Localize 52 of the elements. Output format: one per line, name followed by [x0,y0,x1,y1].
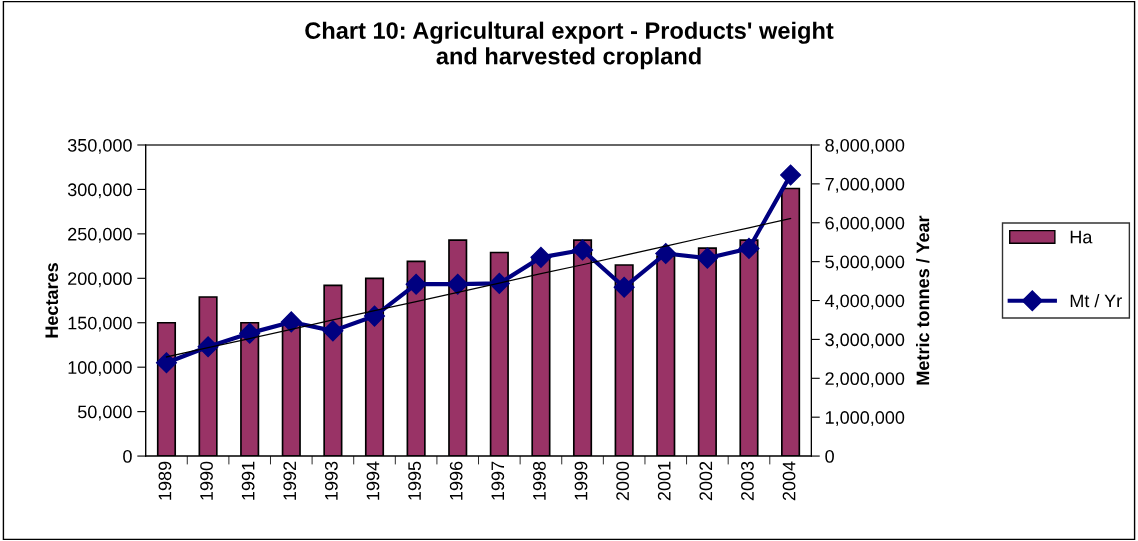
point [655,242,677,264]
y2-axis-title: Metric tonnes / Year [916,215,930,385]
y-tick-label: 200,000 [68,272,132,288]
y2-tick-label: 7,000,000 [825,177,905,193]
x-tick-label: 1994 [366,461,380,500]
y-tick-label: 300,000 [67,183,132,199]
point [322,320,344,342]
x-tick-label: 1992 [283,461,297,500]
y-tick-label: 150,000 [68,316,132,332]
x-tick-label: 1993 [324,461,338,500]
y2-tick-label: 1,000,000 [825,411,905,427]
y2-tick-label: 3,000,000 [825,333,905,349]
y2-tick-label: 8,000,000 [825,138,905,154]
chart-title: Chart 10: Agricultural export - Products' weight and harvested cropland [305,21,834,70]
y2-tick-label: 2,000,000 [825,372,905,388]
y-tick-label: 250,000 [68,227,132,243]
x-tick-label: 2000 [616,461,629,501]
y-tick-label: 100,000 [68,361,132,377]
point [530,246,552,268]
point [447,273,469,295]
x-tick-label: 2003 [741,461,754,501]
y2-tick-label: 5,000,000 [825,255,905,271]
point [613,276,635,298]
legend-label: Mt / Yr [1070,293,1122,308]
y2-tick-label: 6,000,000 [825,216,905,232]
x-tick-label: 2001 [657,461,671,501]
x-tick-label: 1991 [241,461,255,500]
point [155,352,177,374]
point [738,237,760,259]
point [280,311,302,333]
x-tick-label: 1999 [574,461,588,500]
x-tick-label: 1998 [533,461,546,500]
x-tick-label: 1995 [408,461,421,500]
y2-tick-label: 4,000,000 [825,294,905,310]
point [363,305,386,327]
point [239,322,261,344]
x-tick-label: 1990 [200,461,213,500]
y-tick-label: 0 [123,450,132,463]
x-tick-label: 1997 [491,461,505,500]
x-tick-label: 2002 [699,461,713,501]
y-axis-title: Hectares [45,263,59,338]
y2-tick-label: 0 [825,450,834,463]
point [696,247,718,269]
point [572,239,594,261]
point [405,273,427,295]
point [780,164,802,186]
legend-label: Ha [1070,230,1093,244]
x-tick-label: 1996 [449,461,463,500]
x-tick-label: 1989 [158,461,172,500]
y-tick-label: 350,000 [67,138,132,154]
x-tick-label: 2004 [782,461,796,501]
y-tick-label: 50,000 [77,405,132,421]
